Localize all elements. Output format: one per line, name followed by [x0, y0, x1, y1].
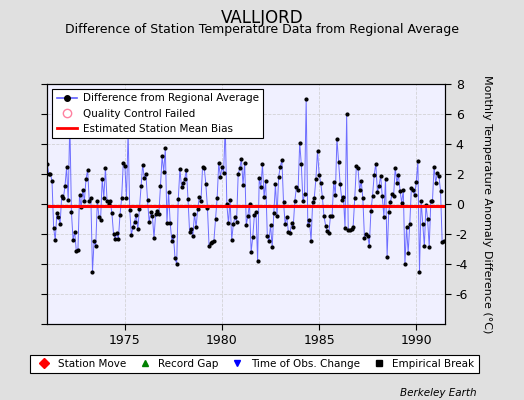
Text: Difference of Station Temperature Data from Regional Average: Difference of Station Temperature Data f…: [65, 24, 459, 36]
Legend: Difference from Regional Average, Quality Control Failed, Estimated Station Mean: Difference from Regional Average, Qualit…: [52, 89, 263, 138]
Text: Berkeley Earth: Berkeley Earth: [400, 388, 477, 398]
Text: VALLJORD: VALLJORD: [221, 9, 303, 27]
Y-axis label: Monthly Temperature Anomaly Difference (°C): Monthly Temperature Anomaly Difference (…: [482, 75, 492, 333]
Legend: Station Move, Record Gap, Time of Obs. Change, Empirical Break: Station Move, Record Gap, Time of Obs. C…: [30, 355, 478, 373]
